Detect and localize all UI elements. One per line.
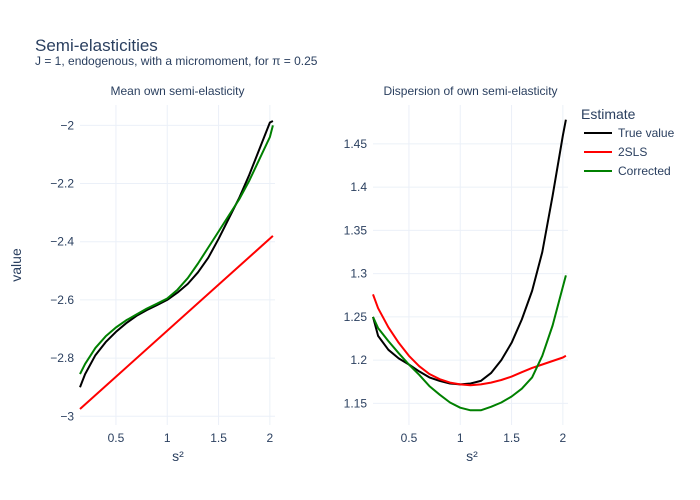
- y-tick-label: 1.3: [350, 267, 367, 281]
- y-tick-label: 1.4: [350, 180, 367, 194]
- legend-item-corrected[interactable]: Corrected: [584, 164, 671, 178]
- legend-title: Estimate: [581, 106, 636, 122]
- y-tick-label: 1.2: [350, 353, 367, 367]
- x-tick-label: 0.5: [401, 431, 418, 445]
- legend-item-true-value[interactable]: True value: [584, 126, 675, 140]
- legend-item-2sls[interactable]: 2SLS: [584, 145, 647, 159]
- legend-label-true-value: True value: [618, 126, 675, 140]
- series-line-2sls: [372, 294, 567, 387]
- panel-title: Dispersion of own semi-elasticity: [383, 84, 557, 98]
- x-axis-label-right: s²: [466, 448, 478, 464]
- panel-mean-own-semi-elasticity: Mean own semi-elasticity 0.5 1 1.5 2 −3 −2.8 −2…: [50, 84, 275, 445]
- y-axis-label: value: [8, 248, 24, 282]
- chart-subtitle: J = 1, endogenous, with a micromoment, f…: [35, 54, 318, 68]
- x-tick-label: 1: [457, 431, 464, 445]
- series-line-corrected: [79, 125, 274, 375]
- y-tick-label: −3: [60, 409, 74, 423]
- series-line-corrected: [372, 275, 567, 412]
- x-tick-label: 0.5: [108, 431, 125, 445]
- series-line-true-value: [79, 120, 274, 388]
- panel-title: Mean own semi-elasticity: [110, 84, 244, 98]
- x-tick-label: 2: [560, 431, 567, 445]
- series-line-2sls: [79, 235, 274, 410]
- legend[interactable]: Estimate True value 2SLS Corrected: [581, 106, 675, 178]
- x-tick-label: 1.5: [210, 431, 227, 445]
- y-tick-label: −2.2: [50, 177, 74, 191]
- x-tick-label: 1.5: [503, 431, 520, 445]
- series-line-true-value: [372, 119, 567, 386]
- y-tick-label: 1.45: [344, 137, 368, 151]
- y-tick-label: 1.15: [344, 396, 368, 410]
- y-tick-label: −2.8: [50, 351, 74, 365]
- y-tick-label: −2.4: [50, 235, 74, 249]
- x-axis-label-left: s²: [172, 448, 184, 464]
- y-tick-label: 1.25: [344, 310, 368, 324]
- x-tick-label: 1: [164, 431, 171, 445]
- y-tick-label: 1.35: [344, 223, 368, 237]
- panel-dispersion-own-semi-elasticity: Dispersion of own semi-elasticity 0.5 1 1.5…: [344, 84, 568, 445]
- x-tick-label: 2: [267, 431, 274, 445]
- legend-label-corrected: Corrected: [618, 164, 671, 178]
- chart-title: Semi-elasticities: [35, 36, 158, 55]
- y-tick-label: −2.6: [50, 293, 74, 307]
- legend-label-2sls: 2SLS: [618, 145, 647, 159]
- y-tick-label: −2: [60, 118, 74, 132]
